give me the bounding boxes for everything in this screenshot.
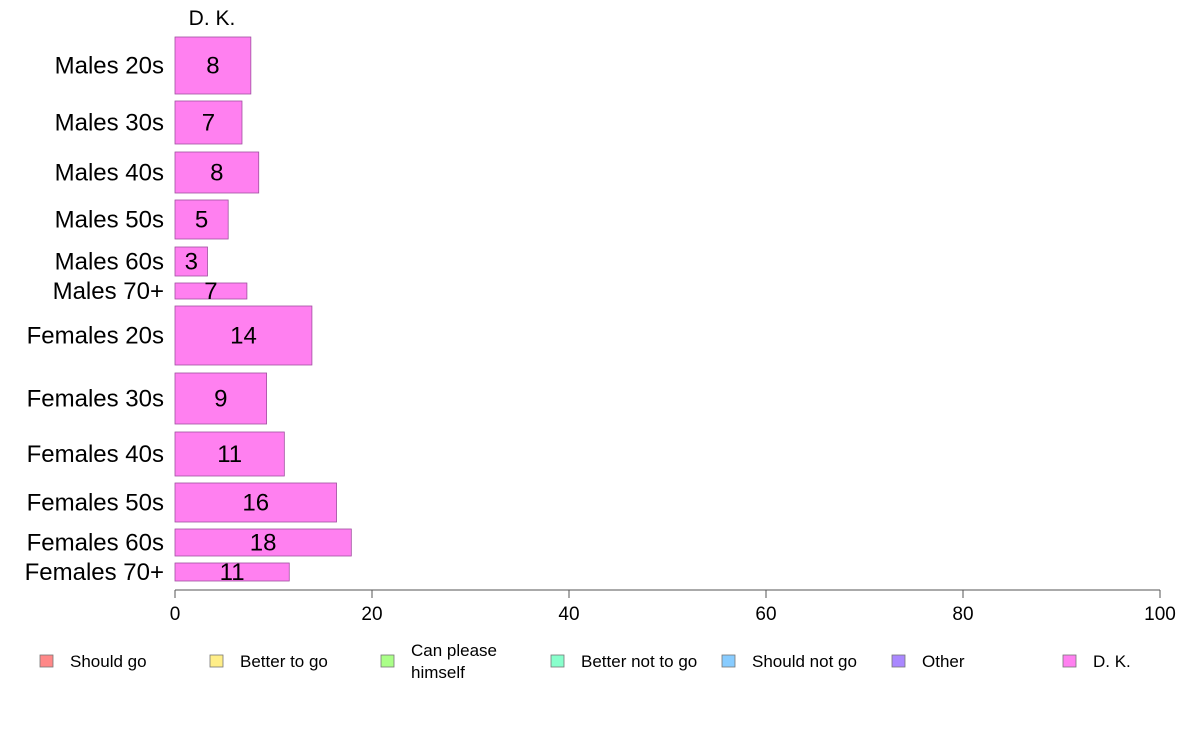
legend-label: Should not go — [752, 652, 857, 671]
bar — [174, 282, 248, 300]
legend-label: himself — [411, 663, 465, 682]
legend-label: Other — [922, 652, 965, 671]
bar — [174, 528, 352, 557]
panel-header: D. K. — [189, 7, 236, 30]
legend-swatch — [550, 654, 565, 668]
legend-label: Should go — [70, 652, 147, 671]
category-label: Females 40s — [27, 441, 164, 468]
category-label: Females 70+ — [25, 559, 164, 586]
bar-value-label: 14 — [230, 323, 257, 350]
bar-value-label: 3 — [185, 249, 198, 276]
category-label: Males 40s — [55, 160, 164, 187]
x-tick-label: 0 — [170, 604, 181, 625]
bar — [174, 246, 208, 277]
category-label: Females 50s — [27, 490, 164, 517]
category-label: Males 70+ — [53, 278, 164, 305]
category-label: Males 30s — [55, 110, 164, 137]
legend-label: Can please — [411, 641, 497, 660]
category-label: Males 20s — [55, 53, 164, 80]
legend-swatch — [39, 654, 54, 668]
x-tick-label: 40 — [558, 604, 579, 625]
bar — [174, 36, 252, 95]
legend-swatch — [1062, 654, 1077, 668]
category-label: Females 30s — [27, 386, 164, 413]
legend-swatch — [721, 654, 736, 668]
bar-value-label: 18 — [250, 530, 277, 557]
bar-value-label: 5 — [195, 207, 208, 234]
x-axis: 0 20 40 60 80 100 — [170, 589, 1176, 625]
bars-group: 8 Males 20s 7 Males 30s 8 Males 40s 5 Males 50s… — [25, 36, 352, 586]
bar-value-label: 11 — [220, 559, 245, 586]
legend-swatch — [209, 654, 224, 668]
bar-value-label: 7 — [202, 110, 215, 137]
bar — [174, 151, 260, 194]
bar — [174, 372, 268, 425]
bar-value-label: 16 — [242, 490, 269, 517]
legend-swatch — [380, 654, 395, 668]
bar-value-label: 9 — [214, 386, 227, 413]
bar-value-label: 7 — [204, 278, 217, 305]
legend-label: Better not to go — [581, 652, 697, 671]
legend-label: D. K. — [1093, 652, 1131, 671]
legend-label: Better to go — [240, 652, 328, 671]
x-tick-label: 80 — [952, 604, 973, 625]
x-tick-label: 20 — [361, 604, 382, 625]
category-label: Females 60s — [27, 530, 164, 557]
category-label: Females 20s — [27, 323, 164, 350]
bar — [174, 562, 290, 582]
x-tick-label: 100 — [1144, 604, 1176, 625]
bar-value-label: 8 — [206, 53, 219, 80]
bar — [174, 482, 337, 523]
legend: Should go Better to go Can please himself Be… — [39, 641, 1131, 682]
category-label: Males 60s — [55, 249, 164, 276]
bar — [174, 305, 313, 366]
legend-swatch — [891, 654, 906, 668]
x-tick-label: 60 — [755, 604, 776, 625]
category-label: Males 50s — [55, 207, 164, 234]
bar — [174, 431, 285, 477]
bar — [174, 100, 243, 145]
bar-value-label: 8 — [210, 160, 223, 187]
bar-value-label: 11 — [217, 441, 242, 468]
bar — [174, 199, 229, 240]
